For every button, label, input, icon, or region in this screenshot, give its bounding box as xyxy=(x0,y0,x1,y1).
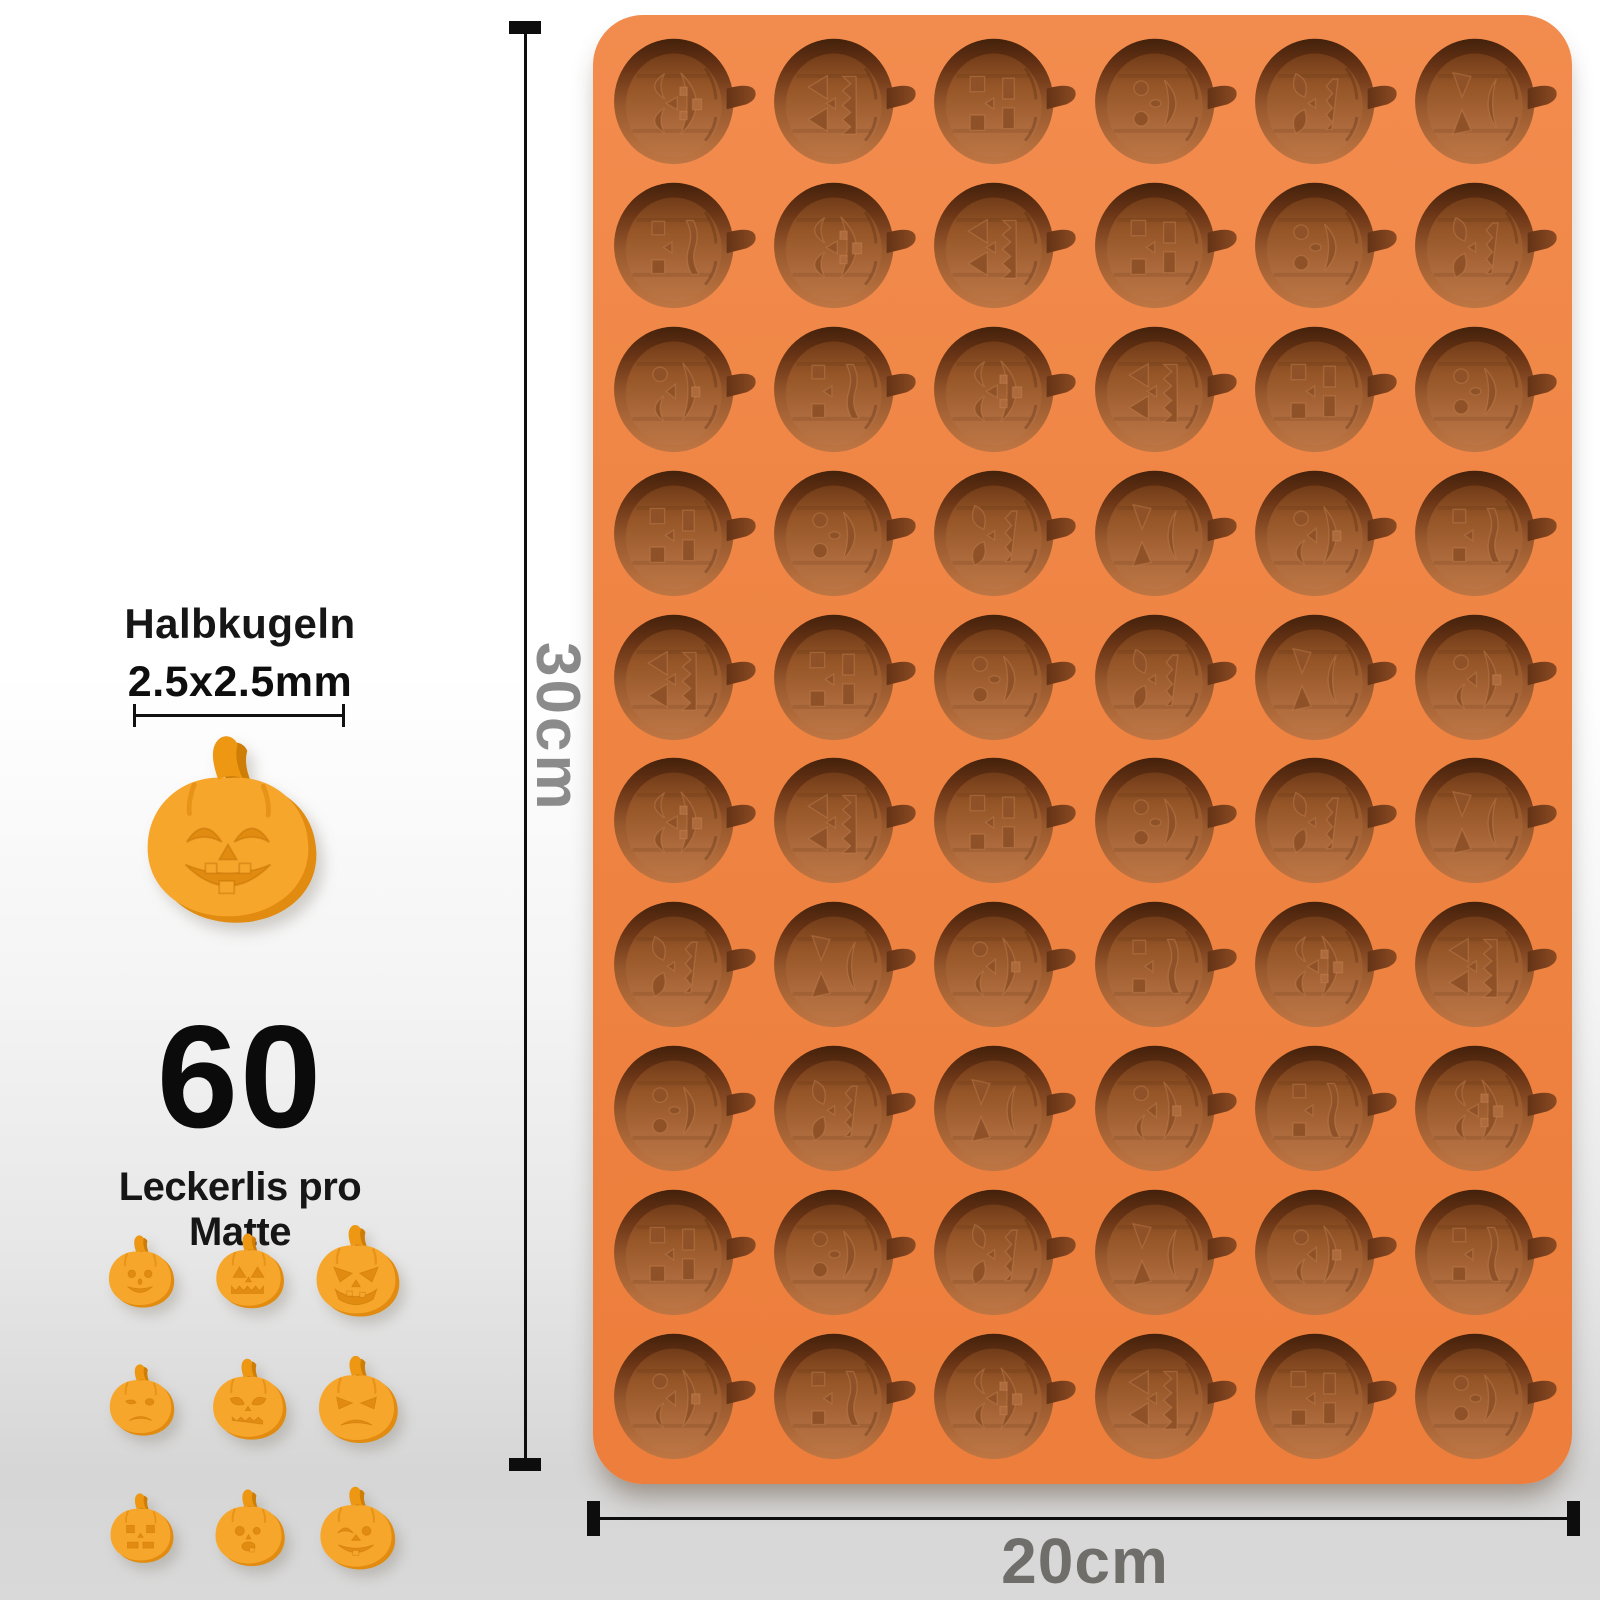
mold-cavity-angry xyxy=(1094,1189,1237,1316)
mold-cavity-happy xyxy=(774,182,916,308)
cavity-size-label: 2.5x2.5mm xyxy=(127,658,353,706)
pumpkin-icon-classic xyxy=(215,1233,284,1309)
width-dimension-cap-left xyxy=(587,1501,600,1536)
sample-pumpkin xyxy=(302,1208,410,1337)
cavity-count: 60 xyxy=(156,995,324,1158)
mold-cavity-scared xyxy=(1254,758,1397,884)
mold-cavity-happy xyxy=(934,1333,1076,1460)
mold-cavity-square xyxy=(1254,326,1397,452)
mold-cavity-square xyxy=(934,758,1076,884)
sample-pumpkin xyxy=(194,1465,302,1594)
mold-cavity-grumpy xyxy=(1094,902,1237,1028)
mold-cavity-square xyxy=(774,614,916,740)
sample-pumpkin xyxy=(302,1465,410,1594)
pumpkin-icon-square xyxy=(110,1493,173,1564)
mold-cavity-classic xyxy=(1094,326,1237,452)
cavity-count-caption: Leckerlis pro Matte xyxy=(118,1165,362,1254)
mold-cavity-round xyxy=(774,1189,916,1316)
width-label: 20cm xyxy=(1001,1525,1169,1597)
pumpkin-icon-scared xyxy=(213,1359,287,1441)
mold-cavity-scared xyxy=(614,902,756,1028)
mold-cavity-angry xyxy=(1094,470,1237,596)
mold-cavity-classic xyxy=(1414,902,1557,1028)
mold-cavity-angry xyxy=(934,1046,1076,1172)
pumpkin-icon-angry xyxy=(318,1355,398,1443)
sample-pumpkin xyxy=(86,1208,194,1337)
mold-cavity-round xyxy=(1254,182,1397,308)
silicone-mold xyxy=(593,15,1572,1484)
pumpkin-icon-evil xyxy=(316,1224,400,1317)
mold-cavity-square xyxy=(1254,1333,1397,1460)
sample-pumpkin-grid xyxy=(86,1208,410,1594)
mold-cavity-happy xyxy=(1254,902,1397,1028)
mold-cavity-round xyxy=(1414,326,1557,452)
pumpkin-icon-surprised xyxy=(215,1490,285,1567)
mold-cavity-round xyxy=(1094,758,1237,884)
mold-cavity-round xyxy=(774,470,916,596)
mold-cavity-classic xyxy=(774,758,916,884)
sample-pumpkin-large xyxy=(122,730,334,942)
mold-cavity-happy xyxy=(614,38,756,165)
mold-cavity-scared xyxy=(1414,182,1557,308)
sample-pumpkin xyxy=(86,1465,194,1594)
width-dimension-line xyxy=(592,1517,1578,1520)
mold-cavity-classic xyxy=(774,38,916,165)
mold-cavity-scared xyxy=(1094,614,1237,740)
pumpkin-icon-happy xyxy=(147,736,317,923)
mold-cavity-classic xyxy=(934,182,1076,308)
mold-cavity-wink xyxy=(1254,1189,1397,1316)
mold-cavity-angry xyxy=(774,902,916,1028)
sample-pumpkin xyxy=(194,1337,302,1466)
sample-pumpkin xyxy=(302,1337,410,1466)
mold-cavity-happy xyxy=(614,758,756,884)
height-dimension-line xyxy=(524,28,527,1466)
height-dimension-cap-top xyxy=(509,21,541,34)
mold-cavity-scared xyxy=(774,1046,916,1172)
mold-cavity-round xyxy=(934,614,1076,740)
halbkugeln-label: Halbkugeln xyxy=(124,600,356,647)
mold-cavity-wink xyxy=(614,326,756,452)
mold-cavity-scared xyxy=(934,470,1076,596)
mold-cavity-round xyxy=(1414,1333,1557,1460)
mold-cavity-round xyxy=(614,1046,756,1172)
mold-cavity-classic xyxy=(614,614,756,740)
mold-cavity-round xyxy=(1094,38,1237,165)
measure-tick-left xyxy=(133,704,136,727)
mold-cavity-classic xyxy=(1094,1333,1237,1460)
mold-cavity-grumpy xyxy=(774,326,916,452)
pumpkin-icon-wink xyxy=(320,1486,396,1570)
pumpkin-icon-round xyxy=(108,1234,175,1308)
mold-cavity-angry xyxy=(1414,758,1557,884)
mold-cavity-happy xyxy=(934,326,1076,452)
mold-cavity-square xyxy=(934,38,1076,165)
mold-cavity-wink xyxy=(614,1333,756,1460)
mold-cavity-wink xyxy=(934,902,1076,1028)
mold-cavity-square xyxy=(1094,182,1237,308)
mold-cavity-grumpy xyxy=(1254,1046,1397,1172)
mold-cavity-happy xyxy=(1414,1046,1557,1172)
mold-cavity-square xyxy=(614,470,756,596)
size-measure-line xyxy=(133,704,345,727)
mold-cavity-grumpy xyxy=(1414,1189,1557,1316)
mold-cavity-scared xyxy=(1254,38,1397,165)
width-dimension-cap-right xyxy=(1567,1501,1580,1536)
mold-cavity-grumpy xyxy=(614,182,756,308)
mold-cavity-angry xyxy=(1414,38,1557,165)
height-dimension-cap-bottom xyxy=(509,1458,541,1471)
mold-cavity-square xyxy=(614,1189,756,1316)
mold-cavity-angry xyxy=(1254,614,1397,740)
mold-cavity-scared xyxy=(934,1189,1076,1316)
mold-cavity-grid xyxy=(603,29,1564,1468)
pumpkin-icon-sad xyxy=(109,1364,174,1436)
mold-cavity-wink xyxy=(1254,470,1397,596)
height-label: 30cm xyxy=(523,642,592,813)
mold-cavity-wink xyxy=(1094,1046,1237,1172)
mold-cavity-grumpy xyxy=(774,1333,916,1460)
measure-tick-right xyxy=(342,704,345,727)
sample-pumpkin xyxy=(86,1337,194,1466)
mold-cavity-wink xyxy=(1414,614,1557,740)
sample-pumpkin xyxy=(194,1208,302,1337)
mold-cavity-grumpy xyxy=(1414,470,1557,596)
